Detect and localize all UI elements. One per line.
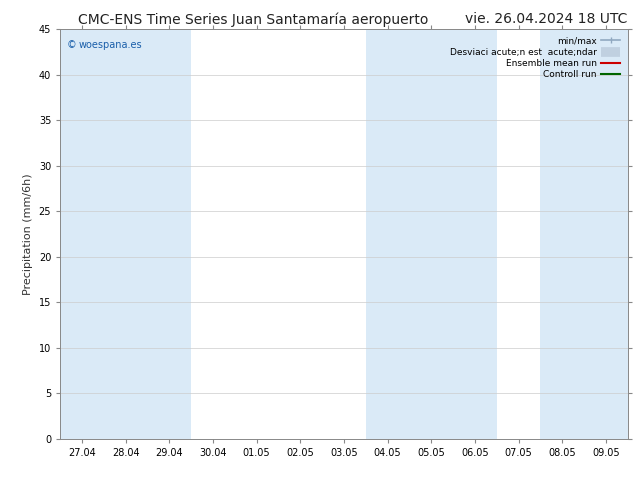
Bar: [104, 29, 148, 439]
Bar: [148, 29, 191, 439]
Bar: [453, 29, 496, 439]
Legend: min/max, Desviaci acute;n est  acute;ndar, Ensemble mean run, Controll run: min/max, Desviaci acute;n est acute;ndar…: [448, 34, 623, 82]
Y-axis label: Precipitation (mm/6h): Precipitation (mm/6h): [23, 173, 33, 295]
Bar: [584, 29, 628, 439]
Bar: [366, 29, 410, 439]
Text: ©: ©: [67, 40, 77, 49]
Bar: [60, 29, 104, 439]
Bar: [410, 29, 453, 439]
Text: vie. 26.04.2024 18 UTC: vie. 26.04.2024 18 UTC: [465, 12, 628, 26]
Text: woespana.es: woespana.es: [79, 40, 142, 49]
Bar: [540, 29, 584, 439]
Text: CMC-ENS Time Series Juan Santamaría aeropuerto: CMC-ENS Time Series Juan Santamaría aero…: [79, 12, 429, 27]
